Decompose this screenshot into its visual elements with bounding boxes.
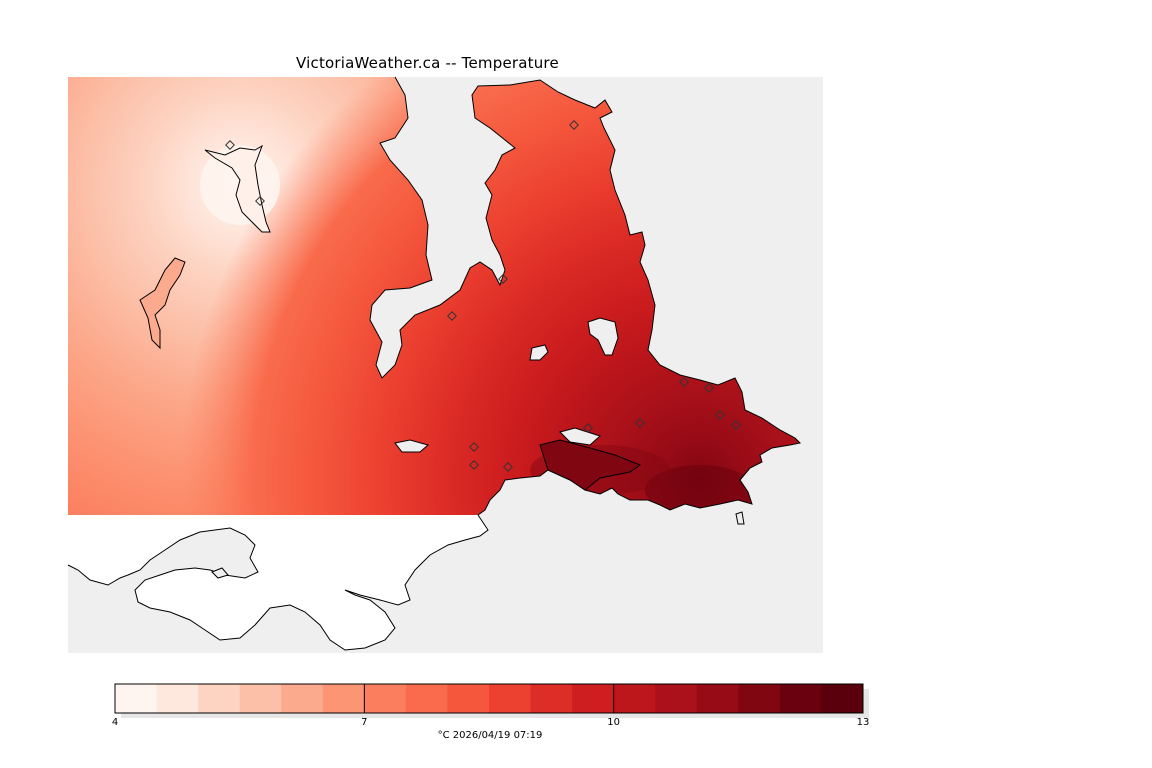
legend-swatch xyxy=(281,684,324,713)
station-marker xyxy=(635,418,645,428)
south-coastline xyxy=(67,514,489,651)
legend-swatch xyxy=(613,684,656,713)
south-lake xyxy=(211,567,229,579)
legend-ticks: 4 7 10 13 xyxy=(112,684,870,728)
legend-swatch xyxy=(655,684,698,713)
station-marker xyxy=(715,410,725,420)
station-marker xyxy=(569,120,579,130)
station-marker xyxy=(225,140,235,150)
station-marker xyxy=(255,196,265,206)
legend-swatch xyxy=(115,684,158,713)
south-landmass xyxy=(68,515,488,650)
legend-swatch xyxy=(738,684,781,713)
legend-tick-label: 13 xyxy=(857,717,870,728)
legend-tick-label: 10 xyxy=(607,717,620,728)
station-marker xyxy=(679,377,689,387)
station-markers xyxy=(225,120,741,472)
lake-north xyxy=(204,144,271,233)
legend-swatch xyxy=(779,684,822,713)
lake-east xyxy=(587,317,619,356)
station-marker xyxy=(447,311,457,321)
legend-swatch xyxy=(447,684,490,713)
lake-small xyxy=(529,344,549,361)
legend-swatch xyxy=(572,684,615,713)
legend-swatch xyxy=(239,684,282,713)
legend-swatch xyxy=(405,684,448,713)
legend-swatch xyxy=(198,684,241,713)
station-marker xyxy=(469,442,479,452)
peninsula xyxy=(539,439,642,491)
station-marker xyxy=(704,383,714,393)
legend-swatch xyxy=(530,684,573,713)
legend-tick-label: 7 xyxy=(361,717,367,728)
inlet xyxy=(559,427,601,446)
station-marker xyxy=(469,460,479,470)
islet xyxy=(735,511,745,525)
legend-swatch xyxy=(489,684,532,713)
station-marker xyxy=(498,274,508,284)
station-marker xyxy=(731,420,741,430)
lake-south xyxy=(394,439,430,453)
legend-swatch xyxy=(322,684,365,713)
legend-swatch xyxy=(364,684,407,713)
map-title: VictoriaWeather.ca -- Temperature xyxy=(296,54,559,72)
coastline xyxy=(369,76,802,516)
station-marker xyxy=(583,423,593,433)
legend-tick-label: 4 xyxy=(112,717,118,728)
legend-swatch xyxy=(156,684,199,713)
legend-bar xyxy=(114,683,869,718)
lake-west xyxy=(139,257,186,350)
station-marker xyxy=(503,462,513,472)
legend-swatch xyxy=(821,684,864,713)
legend-swatch xyxy=(696,684,739,713)
legend-caption: °C 2026/04/19 07:19 xyxy=(438,730,543,741)
